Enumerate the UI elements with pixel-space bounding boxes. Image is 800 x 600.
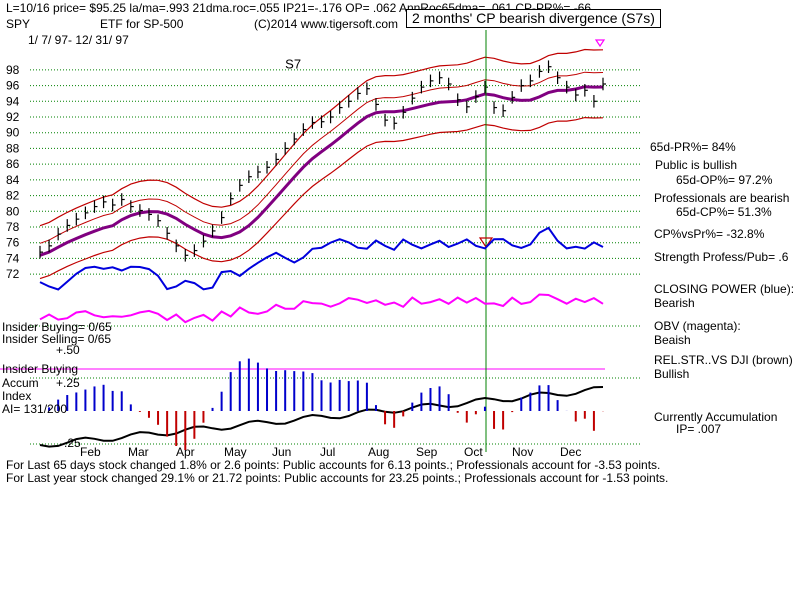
y-tick-label: 82 (6, 189, 20, 203)
index-label: Index (2, 389, 32, 403)
footer-line-1: For Last 65 days stock changed 1.8% or 2… (6, 458, 661, 472)
accum-plus25-label: +.25 (56, 376, 80, 390)
down-arrow-icon (478, 237, 494, 249)
y-tick-label: 76 (6, 236, 20, 250)
rel-str-label: REL.STR..VS DJI (brown) (654, 353, 793, 367)
insider-selling: Insider Selling= 0/65 (2, 332, 112, 346)
y-tick-label: 78 (6, 220, 20, 234)
x-tick-label: Nov (512, 445, 533, 459)
chart-subtitle: ETF for SP-500 (100, 17, 184, 31)
ip-value: IP= .007 (676, 422, 722, 436)
closing-power-value: Bearish (654, 296, 695, 310)
down-arrow-icon (594, 39, 606, 48)
x-tick-label: Oct (464, 445, 483, 459)
y-tick-label: 98 (6, 63, 20, 77)
ticker-label: SPY (6, 17, 31, 31)
pr-percent: 65d-PR%= 84% (650, 140, 736, 154)
strength-ratio: Strength Profess/Pub= .6 (654, 250, 789, 264)
x-tick-label: Mar (128, 445, 149, 459)
lower-band-line (39, 116, 604, 280)
closing-power-line (39, 226, 604, 291)
y-tick-label: 92 (6, 110, 20, 124)
cp-percent: 65d-CP%= 51.3% (676, 205, 772, 219)
obv-plus50-label: +.50 (56, 343, 80, 357)
op-percent: 65d-OP%= 97.2% (676, 173, 773, 187)
footer-line-2: For Last year stock changed 29.1% or 21.… (6, 471, 669, 485)
accum-minus25-label: -.25 (60, 436, 81, 450)
signal-label: S7 (285, 56, 301, 71)
obv-label: OBV (magenta): (654, 319, 741, 333)
x-tick-label: Aug (368, 445, 389, 459)
y-tick-label: 94 (6, 94, 20, 108)
accum-status: Currently Accumulation (654, 410, 778, 424)
rel-str-value: Bullish (654, 367, 690, 381)
x-tick-label: Feb (80, 445, 101, 459)
cp-vs-pr: CP%vsPr%= -32.8% (654, 227, 765, 241)
y-tick-label: 84 (6, 173, 20, 187)
x-tick-label: May (224, 445, 247, 459)
x-tick-label: Jul (320, 445, 335, 459)
y-tick-label: 90 (6, 126, 20, 140)
y-tick-label: 96 (6, 79, 20, 93)
closing-power-label: CLOSING POWER (blue): (654, 282, 795, 296)
pros-status: Professionals are bearish (654, 191, 790, 205)
copyright: (C)2014 www.tigersoft.com (254, 17, 399, 31)
y-tick-label: 88 (6, 141, 20, 155)
obv-line (39, 293, 604, 324)
y-tick-label: 72 (6, 267, 20, 281)
accum-label: Accum (2, 376, 39, 390)
moving-average-line (39, 85, 604, 257)
insider-buying: Insider Buying= 0/65 (2, 320, 112, 334)
x-tick-label: Sep (416, 445, 438, 459)
y-tick-label: 74 (6, 251, 20, 265)
obv-value: Beaish (654, 333, 691, 347)
signal-callout: 2 months' CP bearish divergence (S7s) (406, 9, 661, 28)
y-tick-label: 80 (6, 204, 20, 218)
inner-band-line (39, 71, 604, 244)
y-tick-label: 86 (6, 157, 20, 171)
insider-buying-title: Insider Buying (2, 362, 79, 376)
x-tick-label: Dec (560, 445, 581, 459)
x-tick-label: Jun (272, 445, 291, 459)
date-range: 1/ 7/ 97- 12/ 31/ 97 (28, 33, 129, 47)
x-tick-label: Apr (176, 445, 195, 459)
public-status: Public is bullish (655, 158, 738, 172)
ai-label: AI= 131/200 (2, 402, 68, 416)
relative-strength-line (39, 386, 604, 448)
